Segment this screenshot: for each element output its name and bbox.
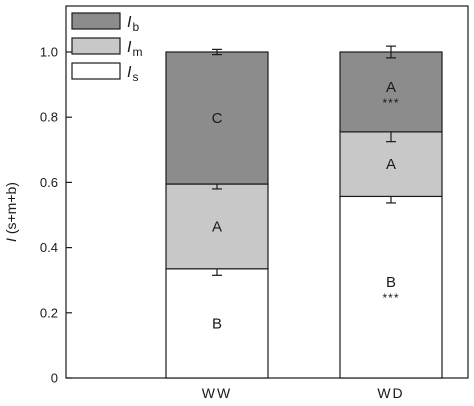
y-tick-label: 0.6 [40,175,58,190]
significance-letter: B [212,315,222,332]
y-tick-label: 0.2 [40,305,58,320]
significance-letter: A [386,156,396,173]
y-tick-label: 0.8 [40,110,58,125]
y-tick-label: 0.4 [40,240,58,255]
significance-stars: *** [382,291,399,305]
legend-swatch-im [71,37,121,55]
bar-segment-im-wd [339,131,443,198]
legend-label-is: Is [127,64,138,84]
legend-swatch-is [71,62,121,80]
bar-segment-ib-ww [165,51,269,185]
bar-segment-im-ww [165,183,269,270]
y-tick-label: 0 [51,371,58,386]
legend-swatch-ib [71,12,121,30]
significance-letter: B [386,274,396,291]
x-tick-label: WW [202,385,232,401]
legend-label-ib: Ib [127,14,139,34]
significance-letter: C [212,110,223,127]
legend-label-im: Im [127,39,142,59]
bar-segment-is-ww [165,268,269,379]
significance-stars: *** [382,96,399,110]
significance-letter: A [212,218,222,235]
y-tick-label: 1.0 [40,45,58,60]
bar-segment-ib-wd [339,51,443,133]
significance-letter: A [386,79,396,96]
bar-segment-is-wd [339,195,443,379]
x-tick-label: WD [377,385,404,401]
legend: Ib Im Is [71,12,142,84]
y-axis-label: I (s+m+b) [3,182,19,242]
